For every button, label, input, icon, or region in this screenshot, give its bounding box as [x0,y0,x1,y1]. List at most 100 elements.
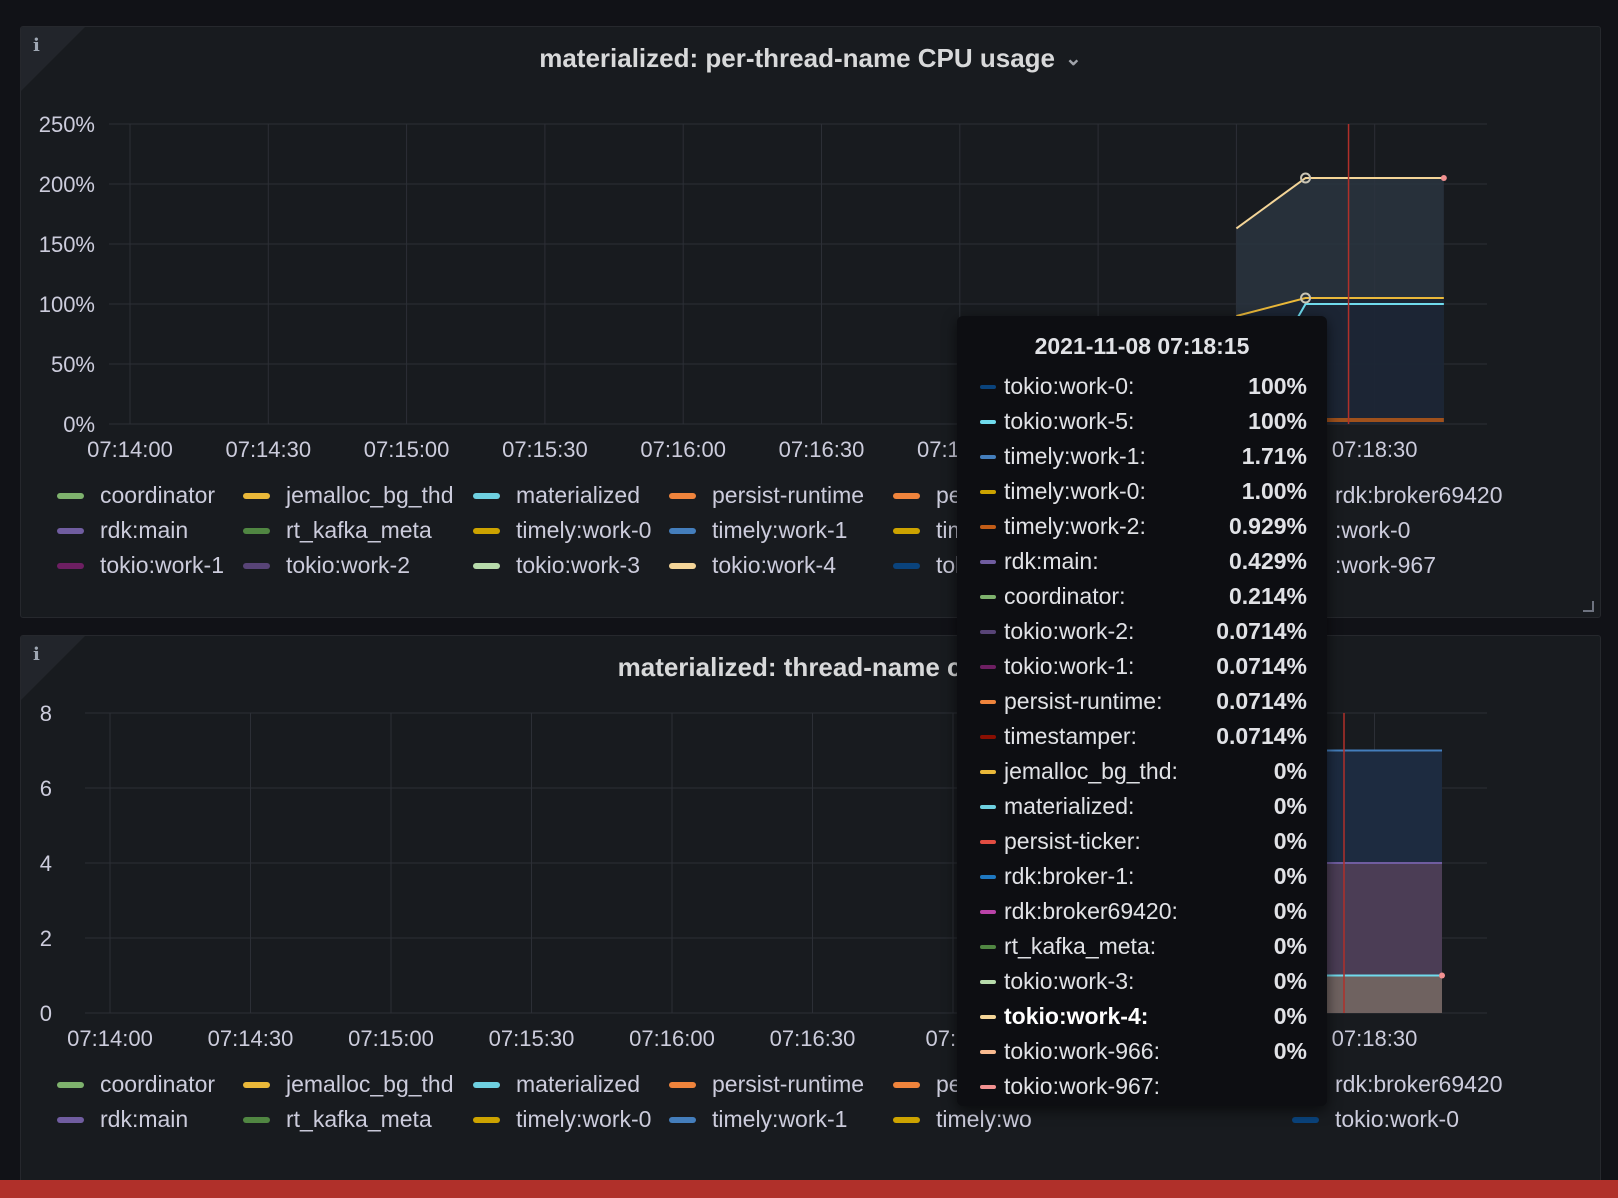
tooltip-series-value: 100% [1248,373,1307,399]
tooltip-series-name: materialized: [1004,793,1135,819]
tooltip-series-value: 0% [1273,1003,1307,1029]
info-icon[interactable]: i [33,35,40,56]
legend-swatch [473,1081,500,1088]
panel-title[interactable]: materialized: thread-name cour [21,652,1600,683]
legend-row: tokio:work-1 tokio:work-2 tokio:work-3 toki… [57,552,1577,587]
y-tick-label: 4 [40,851,52,876]
legend-label: :work-967 [1335,552,1436,578]
legend-item[interactable]: persist-runtime [669,1071,864,1098]
legend-item[interactable]: tokio:work-3 [473,552,640,579]
tooltip-swatch [980,559,996,564]
y-tick-label: 150% [39,232,95,257]
legend-label: :work-0 [1335,517,1411,543]
legend-swatch [893,1116,920,1123]
cpu-usage-chart[interactable]: 0% 50% 100% 150% 200% 250% 07:14:00 07:14:30 07:… [21,27,1600,467]
y-tick-label: 0 [40,1001,52,1026]
legend-swatch [669,1116,696,1123]
x-tick-label: 07:15:30 [489,1026,575,1051]
legend-item[interactable]: rdk:main [57,1106,188,1133]
thread-count-chart[interactable]: 0 2 4 6 8 07:14:00 07:14:30 07:15:00 07:15:30 07:… [21,636,1600,1076]
y-tick-label: 50% [51,352,95,377]
small-series-band [1305,418,1444,422]
tooltip-swatch [980,384,996,389]
legend-item[interactable]: timely:work-0 [473,517,651,544]
legend-item[interactable]: timely:work-1 [669,517,847,544]
tooltip-series-value: 0% [1273,933,1307,959]
legend-swatch [473,562,500,569]
chevron-down-icon[interactable]: ⌄ [1065,48,1082,70]
legend-item[interactable]: tokio:work-0 [1292,1106,1459,1133]
x-tick-label: 07:15:00 [348,1026,434,1051]
tooltip-swatch [980,1049,996,1054]
x-tick-label: 07:15:30 [502,437,588,462]
x-tick-label: 07:16:30 [770,1026,856,1051]
tooltip-row: timely:work-2: 0.929% [980,509,1307,544]
legend-label: timely:work-1 [712,1106,848,1132]
legend-label: tokio:work-0 [1335,1106,1459,1132]
tooltip-swatch [980,629,996,634]
legend-item[interactable]: jemalloc_bg_thd [243,482,454,509]
tooltip-row: tokio:work-3: 0% [980,964,1307,999]
tooltip-series-name: timely:work-2: [1004,513,1146,539]
legend-item[interactable]: coordinator [57,482,215,509]
tooltip-row: tokio:work-1: 0.0714% [980,649,1307,684]
x-tick-label: 07:16:00 [629,1026,715,1051]
legend-item[interactable]: timely:work-0 [473,1106,651,1133]
x-tick-label: 07:14:00 [87,437,173,462]
tooltip-swatch [980,769,996,774]
legend-item[interactable]: tokio:work-4 [669,552,836,579]
tooltip-series-value: 1.00% [1241,478,1307,504]
legend-swatch [243,527,270,534]
legend-item[interactable]: rt_kafka_meta [243,517,432,544]
legend-row: coordinator jemalloc_bg_thd materialized pe… [57,482,1577,517]
tooltip-series-name: persist-ticker: [1004,828,1141,854]
x-tick-label: 07:18:30 [1332,437,1418,462]
info-icon[interactable]: i [33,644,40,665]
tooltip-series-name: persist-runtime: [1004,688,1163,714]
legend-item[interactable]: pe [893,482,962,509]
legend-label: materialized [516,1071,640,1097]
legend-item[interactable]: materialized [473,1071,640,1098]
panel-title[interactable]: materialized: per-thread-name CPU usage ⌄ [21,43,1600,74]
tooltip-swatch [980,699,996,704]
tooltip-series-name: tokio:work-5: [1004,408,1135,434]
legend-swatch [243,1081,270,1088]
legend-label: jemalloc_bg_thd [286,1071,454,1097]
legend-item[interactable]: rt_kafka_meta [243,1106,432,1133]
legend-swatch [893,492,920,499]
panel-info-corner[interactable] [21,636,85,700]
legend-item[interactable]: timely:work-1 [669,1106,847,1133]
legend-item[interactable]: tokio:work-2 [243,552,410,579]
hover-point [1300,172,1312,184]
x-tick-label: 07:18:30 [1332,1026,1418,1051]
tooltip-row: persist-ticker: 0% [980,824,1307,859]
tooltip-swatch [980,839,996,844]
tooltip-series-value: 0% [1273,793,1307,819]
tooltip-row: persist-runtime: 0.0714% [980,684,1307,719]
legend-item[interactable]: materialized [473,482,640,509]
chart-legend: coordinator jemalloc_bg_thd materialized pe… [57,482,1577,587]
legend-item[interactable]: coordinator [57,1071,215,1098]
tooltip-series-name: coordinator: [1004,583,1126,609]
legend-item[interactable]: jemalloc_bg_thd [243,1071,454,1098]
legend-item[interactable]: pe [893,1071,962,1098]
tooltip-series-value: 0.214% [1228,583,1307,609]
legend-item[interactable]: rdk:broker69420 [1292,1071,1503,1098]
legend-item[interactable]: rdk:main [57,517,188,544]
legend-label: rdk:broker69420 [1335,482,1503,508]
legend-row: rdk:main rt_kafka_meta timely:work-0 timely… [57,517,1577,552]
legend-item[interactable]: timely:wo [893,1106,1032,1133]
legend-label: tokio:work-1 [100,552,224,578]
panel-info-corner[interactable] [21,27,85,91]
legend-swatch [1292,1116,1319,1123]
tooltip-row: rdk:main: 0.429% [980,544,1307,579]
tooltip-swatch [980,524,996,529]
tooltip-row: rdk:broker-1: 0% [980,859,1307,894]
legend-item[interactable]: tokio:work-1 [57,552,224,579]
tooltip-series-value: 0.0714% [1216,618,1307,644]
legend-label: timely:wo [936,1106,1032,1132]
resize-handle[interactable] [1583,601,1594,612]
legend-item[interactable]: persist-runtime [669,482,864,509]
tooltip-series-name: tokio:work-1: [1004,653,1135,679]
legend-label: rdk:broker69420 [1335,1071,1503,1097]
